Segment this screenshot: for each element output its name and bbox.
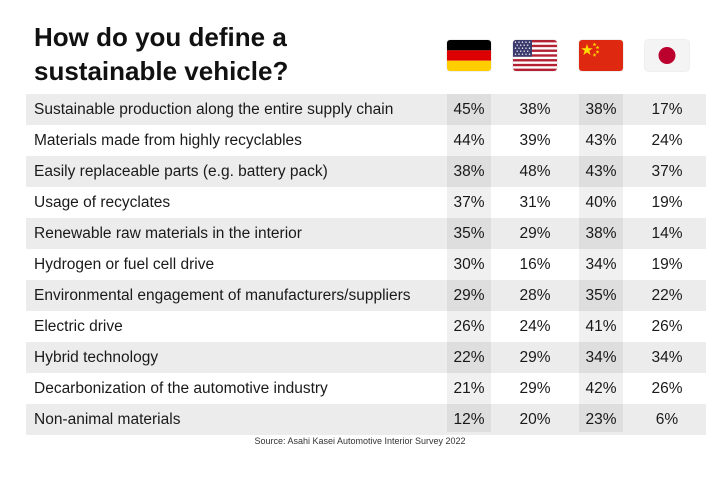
japan-value-cell: 14% [651, 225, 683, 242]
usa-value-cell: 39% [519, 132, 551, 149]
table-row: Hybrid technology 22% 29% 34% 34% [26, 342, 706, 373]
china-value-cell: 38% [585, 101, 617, 118]
usa-value-cell: 48% [519, 163, 551, 180]
table-row: Hydrogen or fuel cell drive 30% 16% 34% 19% [26, 249, 706, 280]
row-label: Electric drive [34, 318, 123, 335]
survey-table: Sustainable production along the entire … [26, 94, 706, 435]
japan-value-cell: 19% [651, 256, 683, 273]
china-value-cell: 34% [585, 256, 617, 273]
japan-value-cell: 19% [651, 194, 683, 211]
usa-value-cell: 24% [519, 318, 551, 335]
china-value-cell: 42% [585, 380, 617, 397]
row-label: Renewable raw materials in the interior [34, 225, 302, 242]
germany-column-shade [447, 94, 491, 432]
source-note: Source: Asahi Kasei Automotive Interior … [254, 436, 466, 446]
table-row: Usage of recyclates 37% 31% 40% 19% [26, 187, 706, 218]
china-value-cell: 34% [585, 349, 617, 366]
china-column-shade [579, 94, 623, 432]
table-row: Electric drive 26% 24% 41% 26% [26, 311, 706, 342]
usa-value-cell: 29% [519, 225, 551, 242]
japan-value-cell: 17% [651, 101, 683, 118]
table-row: Easily replaceable parts (e.g. battery p… [26, 156, 706, 187]
row-label: Easily replaceable parts (e.g. battery p… [34, 163, 328, 180]
table-row: Decarbonization of the automotive indust… [26, 373, 706, 404]
usa-value-cell: 29% [519, 349, 551, 366]
china-value-cell: 38% [585, 225, 617, 242]
row-label: Decarbonization of the automotive indust… [34, 380, 328, 397]
germany-value-cell: 26% [453, 318, 485, 335]
usa-value-cell: 20% [519, 411, 551, 428]
row-label: Hydrogen or fuel cell drive [34, 256, 215, 273]
usa-value-cell: 31% [519, 194, 551, 211]
china-value-cell: 43% [585, 163, 617, 180]
japan-value-cell: 6% [655, 411, 679, 428]
table-row: Renewable raw materials in the interior 3… [26, 218, 706, 249]
germany-value-cell: 29% [453, 287, 485, 304]
japan-value-cell: 26% [651, 318, 683, 335]
china-value-cell: 40% [585, 194, 617, 211]
row-label: Hybrid technology [34, 349, 159, 366]
table-row: Non-animal materials 12% 20% 23% 6% [26, 404, 706, 435]
germany-value-cell: 35% [453, 225, 485, 242]
chart-title: How do you define a sustainable vehicle? [34, 22, 289, 86]
germany-value-cell: 44% [453, 132, 485, 149]
china-value-cell: 43% [585, 132, 617, 149]
japan-value-cell: 26% [651, 380, 683, 397]
japan-flag-icon [645, 40, 689, 71]
japan-value-cell: 22% [651, 287, 683, 304]
row-label: Non-animal materials [34, 411, 181, 428]
japan-value-cell: 24% [651, 132, 683, 149]
table-row: Materials made from highly recyclables 44… [26, 125, 706, 156]
row-label: Usage of recyclates [34, 194, 171, 211]
germany-value-cell: 12% [453, 411, 485, 428]
germany-value-cell: 37% [453, 194, 485, 211]
china-value-cell: 23% [585, 411, 617, 428]
china-value-cell: 41% [585, 318, 617, 335]
germany-value-cell: 30% [453, 256, 485, 273]
row-label: Materials made from highly recyclables [34, 132, 302, 149]
china-flag-icon [579, 40, 623, 71]
usa-flag-icon [513, 40, 557, 71]
row-label: Environmental engagement of manufacturer… [34, 287, 411, 304]
germany-flag-icon [447, 40, 491, 71]
japan-value-cell: 34% [651, 349, 683, 366]
germany-value-cell: 38% [453, 163, 485, 180]
usa-value-cell: 28% [519, 287, 551, 304]
table-row: Sustainable production along the entire … [26, 94, 706, 125]
usa-value-cell: 38% [519, 101, 551, 118]
row-label: Sustainable production along the entire … [34, 101, 394, 118]
germany-value-cell: 45% [453, 101, 485, 118]
germany-value-cell: 21% [453, 380, 485, 397]
china-value-cell: 35% [585, 287, 617, 304]
japan-value-cell: 37% [651, 163, 683, 180]
table-row: Environmental engagement of manufacturer… [26, 280, 706, 311]
usa-value-cell: 16% [519, 256, 551, 273]
germany-value-cell: 22% [453, 349, 485, 366]
usa-value-cell: 29% [519, 380, 551, 397]
